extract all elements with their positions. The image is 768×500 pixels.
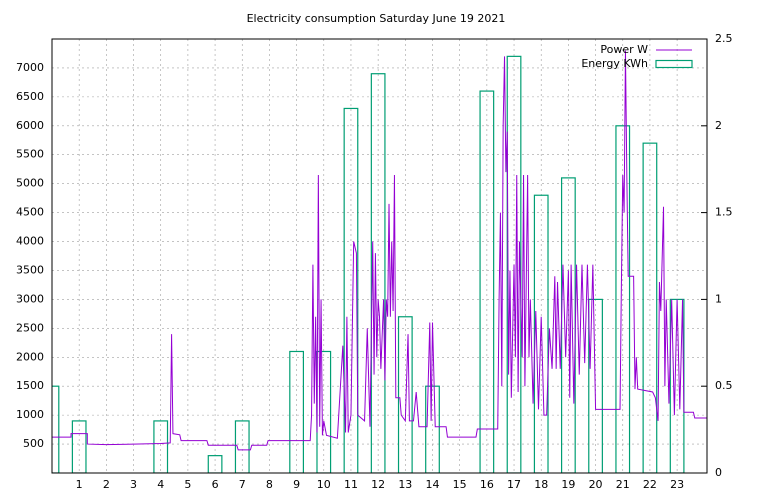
y-tick-label: 4000 <box>16 235 44 248</box>
x-tick-label: 8 <box>266 478 273 491</box>
y-tick-label: 4500 <box>16 206 44 219</box>
x-tick-label: 3 <box>130 478 137 491</box>
energy-box <box>343 107 359 473</box>
x-tick-label: 15 <box>453 478 467 491</box>
energy-box <box>71 420 87 473</box>
x-tick-label: 10 <box>317 478 331 491</box>
x-tick-label: 11 <box>344 478 358 491</box>
y2-tick-label: 1.5 <box>715 206 733 219</box>
y2-tick-label: 0 <box>715 466 722 479</box>
y2-tick-label: 0.5 <box>715 379 733 392</box>
energy-box <box>289 350 305 473</box>
x-tick-label: 18 <box>534 478 548 491</box>
y-tick-label: 3500 <box>16 263 44 276</box>
x-tick-label: 1 <box>76 478 83 491</box>
y-tick-label: 7000 <box>16 61 44 74</box>
legend-label: Power W <box>600 43 648 56</box>
y-tick-label: 1500 <box>16 379 44 392</box>
legend-label: Energy KWh <box>581 57 648 70</box>
chart-title: Electricity consumption Saturday June 19… <box>247 12 506 25</box>
x-tick-label: 19 <box>561 478 575 491</box>
y-tick-label: 2500 <box>16 321 44 334</box>
x-tick-label: 4 <box>157 478 164 491</box>
x-tick-label: 6 <box>212 478 219 491</box>
energy-box <box>642 142 658 473</box>
x-tick-label: 2 <box>103 478 110 491</box>
x-tick-label: 5 <box>184 478 191 491</box>
y-tick-label: 500 <box>23 437 44 450</box>
y-tick-label: 2000 <box>16 350 44 363</box>
plot-border <box>51 38 708 474</box>
axis-labels: 1 2 3 4 5 6 7 8 9 10 11 12 13 14 15 16 17 18 19 20 21 22 23500… <box>16 32 733 491</box>
x-tick-label: 23 <box>670 478 684 491</box>
grid <box>52 39 707 473</box>
energy-box <box>153 420 169 473</box>
x-tick-label: 14 <box>425 478 439 491</box>
x-tick-label: 16 <box>480 478 494 491</box>
x-tick-label: 17 <box>507 478 521 491</box>
y-tick-label: 3000 <box>16 292 44 305</box>
y2-tick-label: 2 <box>715 119 722 132</box>
energy-box <box>207 455 223 473</box>
y-tick-label: 1000 <box>16 408 44 421</box>
x-tick-label: 21 <box>616 478 630 491</box>
y-tick-label: 5500 <box>16 148 44 161</box>
energy-box <box>506 55 522 473</box>
energy-box <box>615 125 631 473</box>
x-tick-label: 13 <box>398 478 412 491</box>
x-tick-label: 9 <box>293 478 300 491</box>
energy-box <box>370 73 386 473</box>
energy-box <box>479 90 495 473</box>
plot-marks <box>52 50 707 473</box>
energy-box <box>533 194 549 473</box>
x-tick-label: 7 <box>239 478 246 491</box>
y-tick-label: 6000 <box>16 119 44 132</box>
energy-box <box>234 420 250 473</box>
energy-box <box>397 316 413 473</box>
energy-box <box>588 298 603 473</box>
legend-swatch <box>655 59 693 69</box>
y-tick-label: 6500 <box>16 90 44 103</box>
y-tick-label: 5000 <box>16 177 44 190</box>
energy-box <box>425 385 440 473</box>
x-tick-label: 20 <box>589 478 603 491</box>
y2-tick-label: 2.5 <box>715 32 733 45</box>
x-tick-label: 22 <box>643 478 657 491</box>
y2-tick-label: 1 <box>715 292 722 305</box>
x-tick-label: 12 <box>371 478 385 491</box>
power-line <box>52 50 707 451</box>
